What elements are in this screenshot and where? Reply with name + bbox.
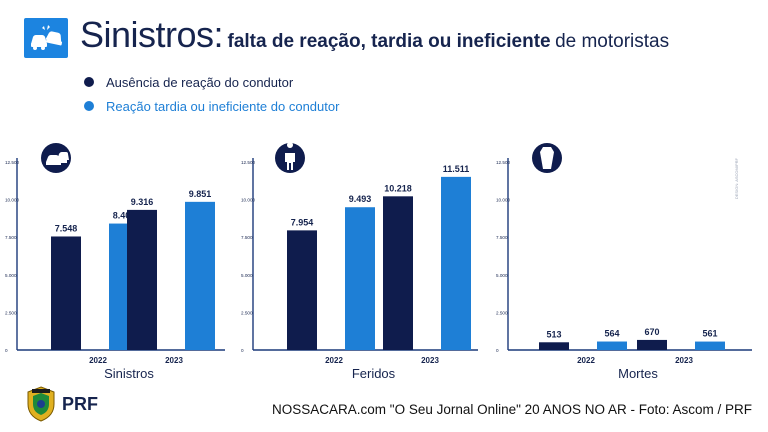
car-crash-icon [24, 18, 68, 58]
y-tick-label: 0 [241, 348, 244, 353]
title-bold: falta de reação, tardia ou ineficiente [227, 31, 551, 52]
y-tick-label: 2.500 [241, 310, 253, 315]
x-tick-label: 2022 [89, 356, 107, 365]
x-tick-label: 2023 [165, 356, 183, 365]
y-tick-label: 7.500 [5, 235, 17, 240]
photo-credit: NOSSACARA.com "O Seu Jornal Online" 20 A… [272, 402, 752, 417]
title-main: Sinistros: [80, 14, 224, 55]
bar-value-label: 7.548 [55, 223, 78, 233]
bar-value-label: 9.493 [349, 194, 372, 204]
vertical-credit: DESIGN: ASCOM/PRF [734, 158, 739, 200]
bar-value-label: 561 [702, 329, 717, 339]
y-tick-label: 0 [5, 348, 8, 353]
legend-swatch-light [84, 101, 94, 111]
legend-label: Reação tardia ou ineficiente do condutor [106, 98, 340, 114]
injured-person-icon-glyph [285, 142, 295, 170]
title-rest: de motoristas [555, 31, 670, 52]
y-tick-label: 10.000 [241, 198, 255, 203]
y-tick-label: 12.500 [496, 160, 510, 165]
y-tick-label: 7.500 [496, 235, 508, 240]
legend-item-light: Reação tardia ou ineficiente do condutor [84, 94, 339, 118]
page-title: Sinistros: falta de reação, tardia ou in… [80, 14, 669, 56]
bar-value-label: 11.511 [443, 164, 470, 174]
y-tick-label: 10.000 [5, 198, 19, 203]
y-tick-label: 12.500 [5, 160, 19, 165]
legend-item-dark: Ausência de reação do condutor [84, 70, 339, 94]
chart-title: Sinistros [104, 366, 154, 381]
bar-value-label: 9.851 [189, 189, 212, 199]
bar [441, 176, 471, 350]
bar-value-label: 670 [644, 327, 659, 337]
chart-title: Feridos [352, 366, 396, 381]
bar-value-label: 7.954 [291, 217, 314, 227]
legend: Ausência de reação do condutor Reação ta… [84, 70, 339, 118]
bar [185, 201, 215, 350]
bar-value-label: 8.407 [113, 211, 136, 221]
bar-value-label: 564 [604, 329, 619, 339]
bar [637, 339, 667, 350]
y-tick-label: 5.000 [496, 273, 508, 278]
prf-badge-icon [27, 386, 55, 422]
bar [383, 196, 413, 350]
y-tick-label: 10.000 [496, 198, 510, 203]
bar [539, 342, 569, 350]
prf-logo-text: PRF [62, 393, 98, 414]
chart-title: Mortes [618, 366, 658, 381]
prf-logo: PRF [26, 386, 98, 422]
y-tick-label: 2.500 [5, 310, 17, 315]
y-tick-label: 5.000 [241, 273, 253, 278]
bar [287, 230, 317, 350]
x-tick-label: 2023 [421, 356, 439, 365]
x-tick-label: 2023 [675, 356, 693, 365]
bar [597, 341, 627, 350]
y-tick-label: 2.500 [496, 310, 508, 315]
bar-value-label: 10.218 [384, 183, 412, 193]
bar [127, 209, 157, 350]
coffin-icon-glyph [540, 147, 554, 169]
bar [345, 207, 375, 350]
y-tick-label: 0 [496, 348, 499, 353]
car-crash-icon-glyph [46, 152, 69, 165]
bar-value-label: 513 [546, 329, 561, 339]
y-tick-label: 7.500 [241, 235, 253, 240]
legend-label: Ausência de reação do condutor [106, 74, 294, 90]
x-tick-label: 2022 [325, 356, 343, 365]
y-tick-label: 12.500 [241, 160, 255, 165]
x-tick-label: 2022 [577, 356, 595, 365]
bar [695, 341, 725, 350]
bar-value-label: 9.316 [131, 197, 154, 207]
legend-swatch-dark [84, 77, 94, 87]
bar [51, 236, 81, 350]
y-tick-label: 5.000 [5, 273, 17, 278]
